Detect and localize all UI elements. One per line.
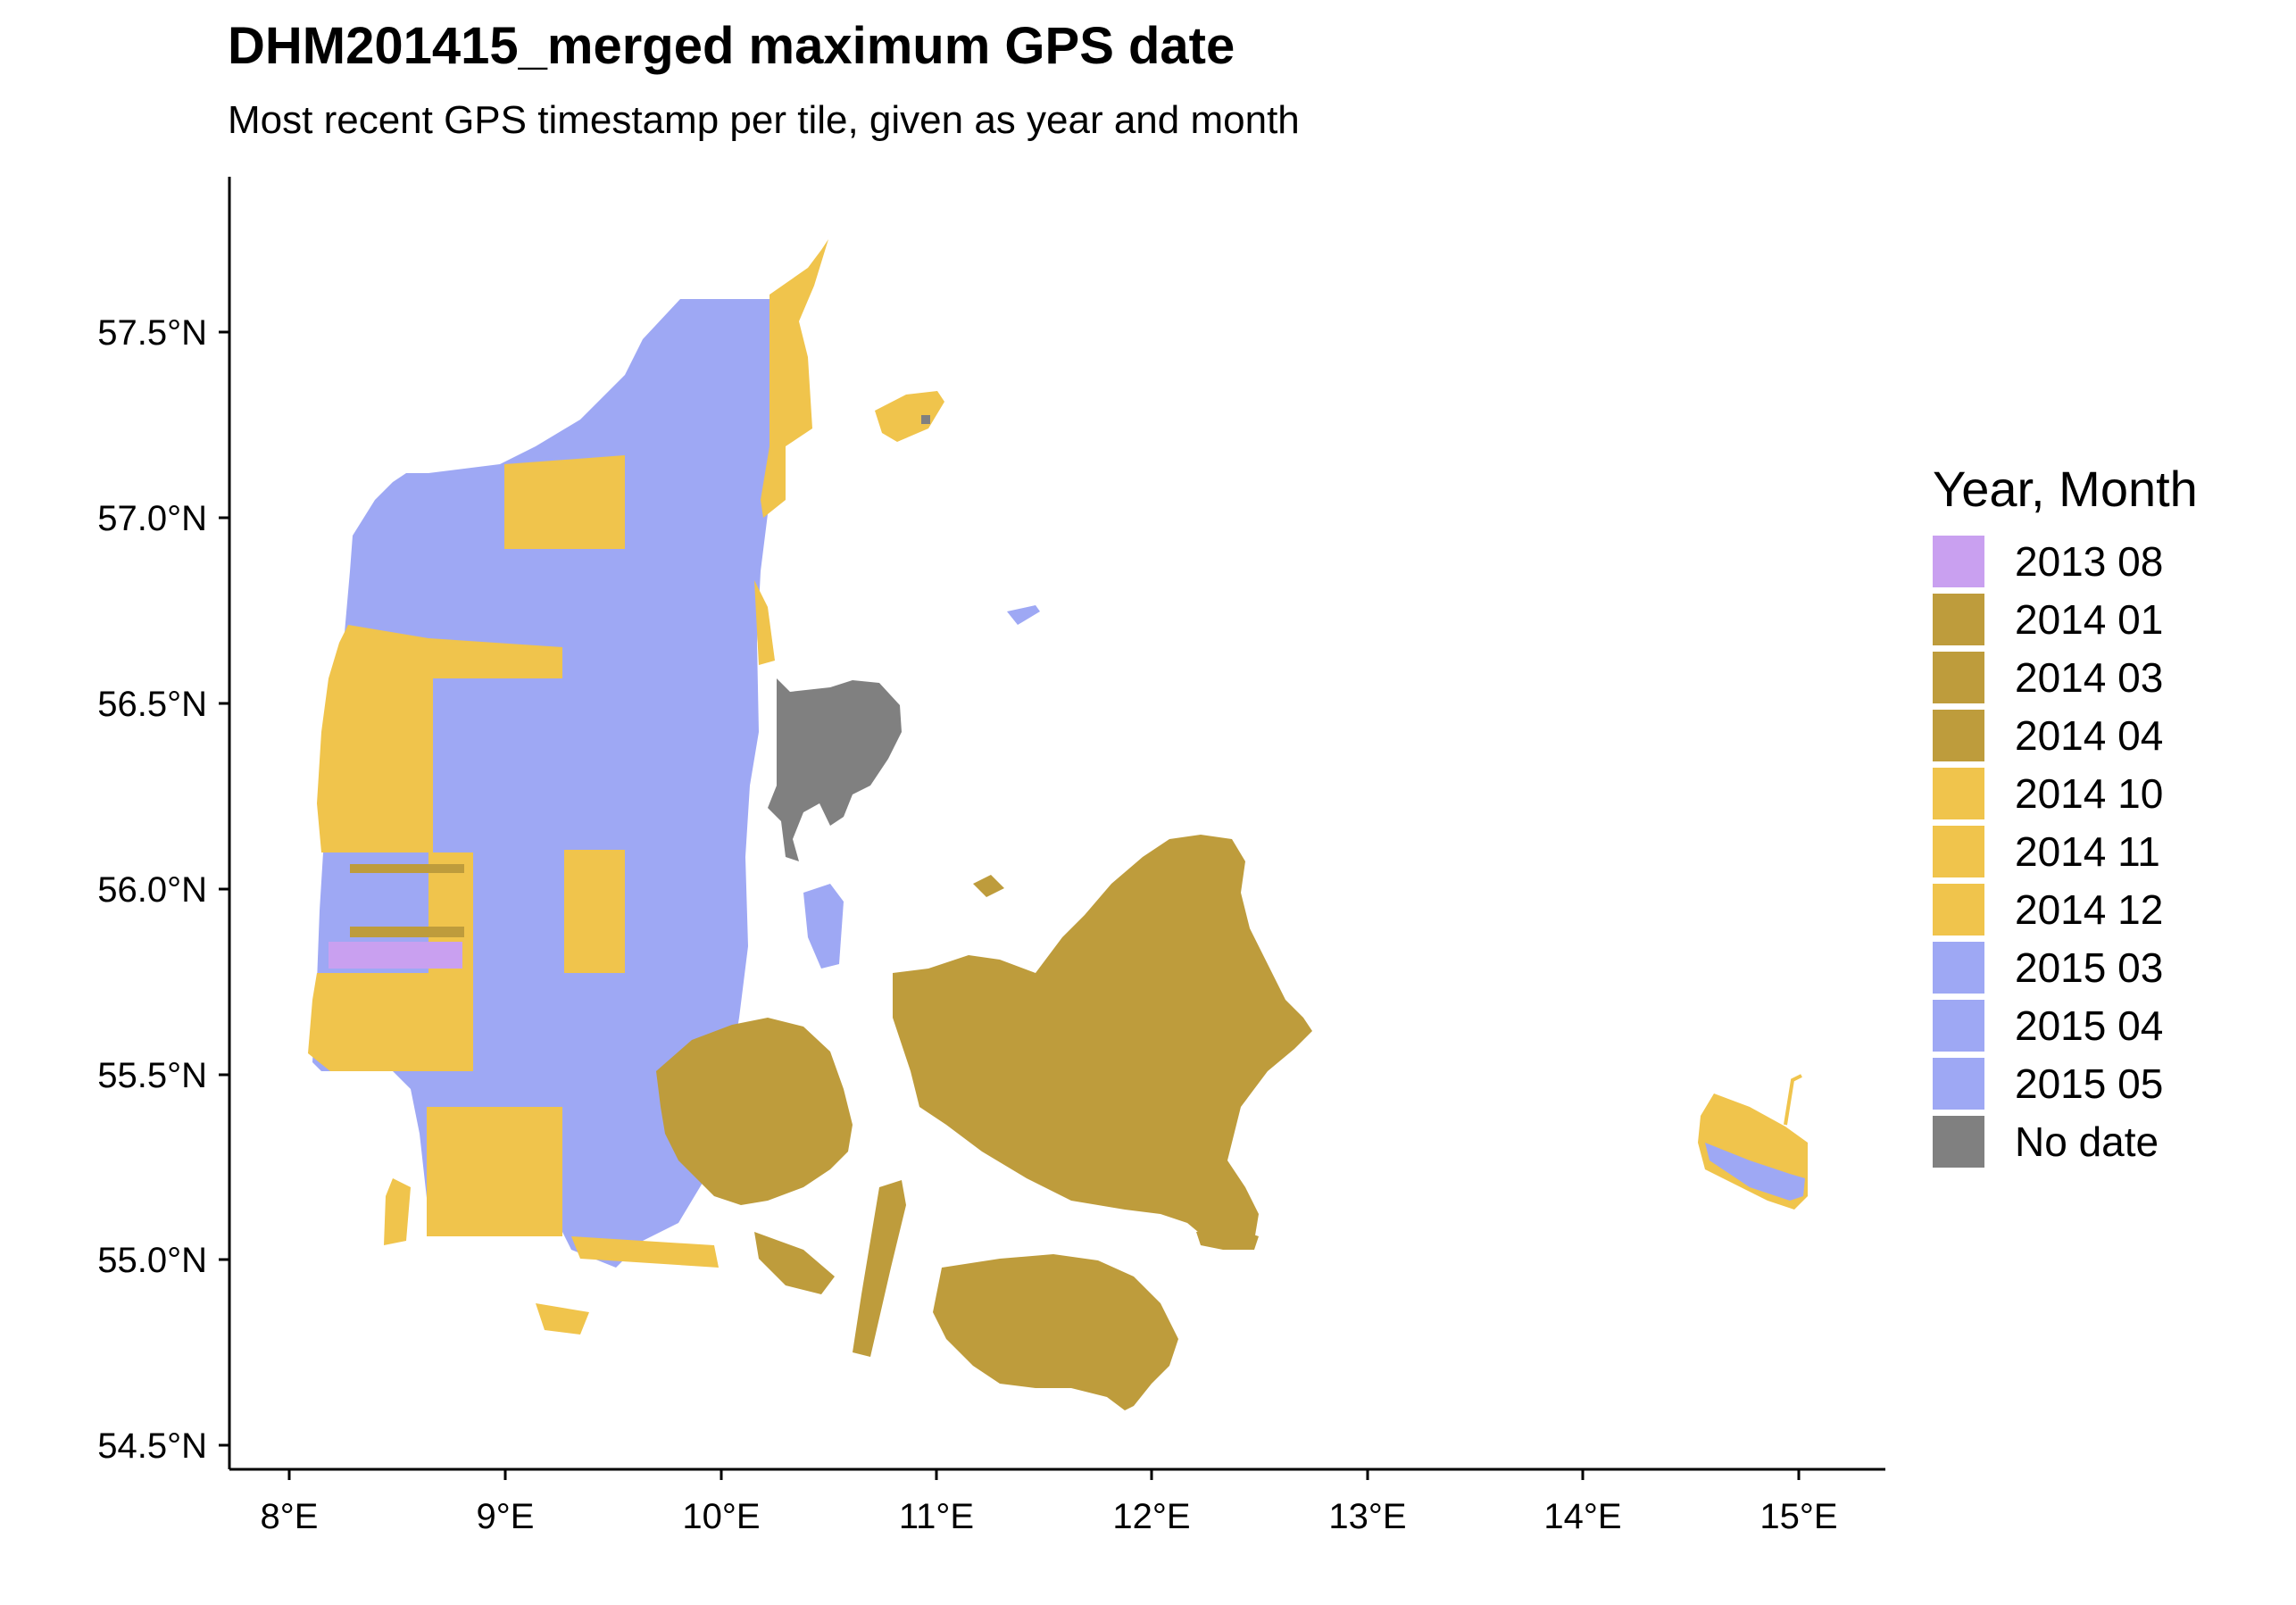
samso-2015: [803, 884, 844, 969]
laeso-no-date: [921, 415, 930, 424]
legend-swatch: [1933, 1115, 1984, 1168]
y-tick-label: 54.5°N: [97, 1426, 207, 1466]
jutland-northwest-2014: [504, 455, 625, 549]
legend-swatch: [1933, 825, 1984, 877]
legend-item: 2014 10: [1933, 764, 2198, 822]
legend-label: 2014 12: [2015, 886, 2164, 933]
mon-2014: [1196, 1227, 1259, 1250]
legend-item: 2014 03: [1933, 648, 2198, 706]
legend-swatch: [1933, 999, 1984, 1052]
legend-label: 2013 08: [2015, 537, 2164, 585]
jutland-southwest-yellow: [384, 1178, 411, 1245]
x-tick-label: 10°E: [682, 1497, 760, 1536]
zealand-2014: [893, 835, 1312, 1250]
bornholm-2015-strip: [1705, 1143, 1805, 1201]
ertholmene-line: [1784, 1074, 1802, 1126]
vendsyssel-coast-yellow: [761, 446, 786, 518]
legend-item: 2015 04: [1933, 996, 2198, 1054]
x-axis-ticks: [287, 1469, 1801, 1480]
legend-label: 2014 11: [2015, 827, 2160, 875]
strip-2014-a: [350, 864, 464, 873]
laeso-island: [875, 391, 944, 442]
x-tick-label: 8°E: [261, 1497, 319, 1536]
legend-swatch: [1933, 535, 1984, 587]
legend-label: 2014 04: [2015, 711, 2164, 759]
map-title: DHM201415_merged maximum GPS date: [228, 17, 1235, 75]
legend-swatch: [1933, 709, 1984, 761]
legend-label: 2015 05: [2015, 1060, 2164, 1107]
jutland-west-coast-2014: [317, 625, 562, 852]
legend-swatch: [1933, 651, 1984, 703]
lolland-falster-2014: [933, 1254, 1178, 1410]
legend-item: 2015 03: [1933, 938, 2198, 996]
x-tick-label: 13°E: [1328, 1497, 1406, 1536]
legend-items: 2013 08 2014 01 2014 03 2014 04 2014 10 2014 …: [1933, 532, 2198, 1170]
jutland-south-yellow: [427, 1107, 562, 1236]
legend-item: 2014 12: [1933, 880, 2198, 938]
y-tick-label: 55.5°N: [97, 1056, 207, 1095]
jutland-border-yellow-b: [536, 1303, 589, 1335]
legend-item: 2014 01: [1933, 590, 2198, 648]
strip-2014-b: [350, 927, 464, 937]
legend-swatch: [1933, 1057, 1984, 1110]
legend-swatch: [1933, 941, 1984, 994]
legend-label: 2015 04: [2015, 1002, 2164, 1049]
y-tick-label: 57.5°N: [97, 313, 207, 353]
y-tick-label: 55.0°N: [97, 1241, 207, 1280]
map-subtitle: Most recent GPS timestamp per tile, give…: [228, 98, 1300, 142]
legend-label: 2014 01: [2015, 595, 2164, 643]
legend-swatch: [1933, 593, 1984, 645]
x-tick-label: 14°E: [1543, 1497, 1621, 1536]
y-tick-label: 56.5°N: [97, 685, 207, 724]
legend-swatch: [1933, 883, 1984, 936]
legend-item: 2015 05: [1933, 1054, 2198, 1112]
djursland-no-date: [768, 678, 902, 861]
legend-item: No date: [1933, 1112, 2198, 1170]
aero-2014: [754, 1232, 835, 1294]
legend-label: 2014 10: [2015, 769, 2164, 817]
x-tick-label: 11°E: [899, 1497, 974, 1536]
anholt-2015: [1007, 605, 1040, 625]
jutland-border-yellow: [571, 1236, 719, 1268]
legend-item: 2014 04: [1933, 706, 2198, 764]
vendsyssel-east-yellow: [769, 239, 828, 446]
kattegat-coast-yellow: [754, 580, 775, 665]
x-tick-label: 12°E: [1112, 1497, 1190, 1536]
bornholm-island: [1698, 1074, 1808, 1210]
y-tick-label: 56.0°N: [97, 870, 207, 910]
legend-item: 2014 11: [1933, 822, 2198, 880]
legend-title: Year, Month: [1933, 461, 2198, 517]
funen-2014: [656, 1018, 853, 1205]
legend-label: 2014 03: [2015, 653, 2164, 701]
legend: Year, Month 2013 08 2014 01 2014 03 2014 04…: [1933, 460, 2198, 1170]
x-tick-label: 15°E: [1759, 1497, 1837, 1536]
y-axis-ticks: [219, 330, 229, 1447]
legend-label: No date: [2015, 1118, 2159, 1165]
x-tick-label: 9°E: [477, 1497, 535, 1536]
legend-label: 2015 03: [2015, 944, 2164, 991]
langeland-2014: [853, 1180, 906, 1357]
legend-swatch: [1933, 767, 1984, 819]
jutland-west-2014-c: [308, 973, 473, 1071]
y-tick-label: 57.0°N: [97, 499, 207, 538]
laeso-2014: [875, 391, 944, 442]
y-axis: 57.5°N 57.0°N 56.5°N 56.0°N 55.5°N 55.0°…: [97, 177, 231, 1469]
sejero-2014: [973, 875, 1004, 897]
legend-item: 2013 08: [1933, 532, 2198, 590]
strip-2013-08: [329, 942, 462, 969]
jutland-region: [308, 239, 1040, 1335]
jutland-central-2014: [567, 850, 625, 973]
x-axis: 8°E 9°E 10°E 11°E 12°E 13°E 14°E 15°E: [229, 1468, 1885, 1536]
